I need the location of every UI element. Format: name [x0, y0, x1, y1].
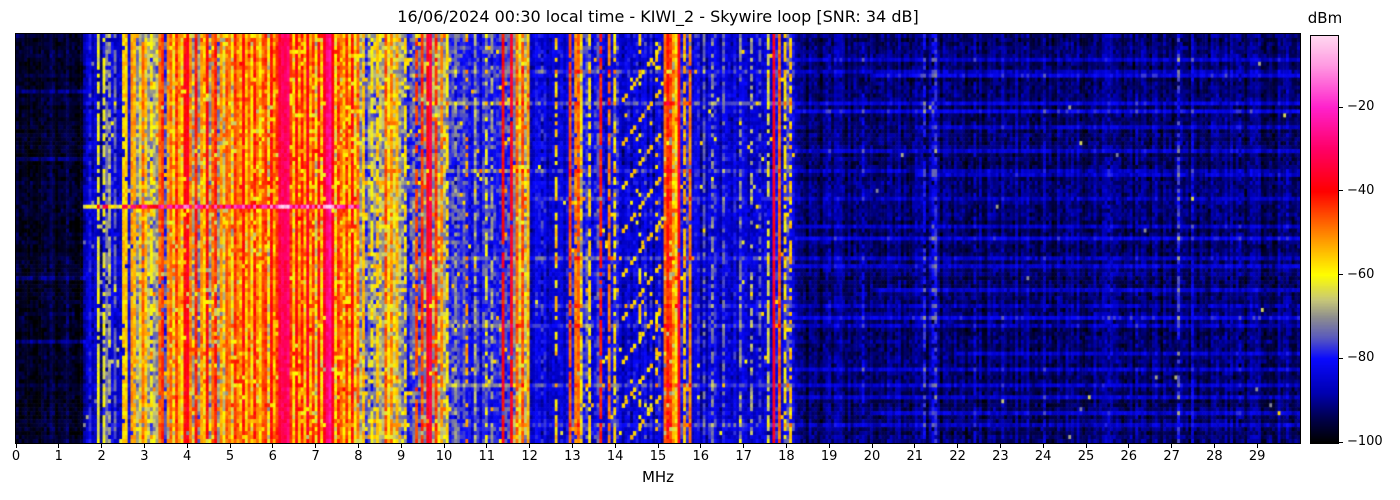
- colorbar-tick-mark: [1339, 441, 1343, 443]
- chart-title: 16/06/2024 00:30 local time - KIWI_2 - S…: [397, 7, 919, 26]
- x-tick-label: 12: [521, 449, 538, 464]
- x-tick-label: 0: [11, 449, 21, 464]
- x-tick-mark: [743, 444, 745, 448]
- colorbar-tick-mark: [1339, 274, 1343, 276]
- x-tick-label: 4: [183, 449, 192, 464]
- plot-area: [15, 33, 1301, 444]
- x-tick-mark: [828, 444, 830, 448]
- x-tick-label: 25: [1077, 449, 1095, 464]
- x-tick-mark: [571, 444, 573, 448]
- colorbar: [1310, 35, 1339, 444]
- x-tick-label: 5: [225, 449, 235, 464]
- x-tick-label: 1: [54, 449, 63, 464]
- x-tick-label: 26: [1120, 449, 1138, 464]
- x-tick-label: 29: [1248, 449, 1266, 464]
- x-tick-label: 16: [692, 449, 710, 464]
- x-tick-mark: [871, 444, 873, 448]
- x-tick-mark: [657, 444, 659, 448]
- x-tick-label: 20: [863, 449, 881, 464]
- x-tick-mark: [143, 444, 145, 448]
- x-tick-mark: [957, 444, 959, 448]
- x-tick-mark: [229, 444, 231, 448]
- x-tick-mark: [443, 444, 445, 448]
- x-tick-mark: [357, 444, 359, 448]
- x-tick-mark: [999, 444, 1001, 448]
- x-tick-label: 22: [949, 449, 966, 464]
- x-tick-mark: [914, 444, 916, 448]
- x-tick-mark: [400, 444, 402, 448]
- x-tick-label: 7: [311, 449, 320, 464]
- x-tick-mark: [1128, 444, 1130, 448]
- x-tick-mark: [529, 444, 531, 448]
- x-tick-label: 14: [606, 449, 624, 464]
- spectrogram-canvas: [16, 34, 1300, 443]
- colorbar-label: dBm: [1307, 9, 1343, 27]
- colorbar-tick-label: −60: [1347, 266, 1375, 282]
- colorbar-tick-label: −40: [1347, 182, 1375, 198]
- x-tick-mark: [186, 444, 188, 448]
- colorbar-tick-label: −100: [1347, 434, 1383, 449]
- x-tick-label: 10: [435, 449, 453, 464]
- x-tick-label: 27: [1163, 449, 1180, 464]
- colorbar-canvas: [1311, 36, 1338, 443]
- x-tick-mark: [272, 444, 274, 448]
- x-tick-mark: [315, 444, 317, 448]
- x-tick-label: 18: [778, 449, 795, 464]
- x-tick-mark: [700, 444, 702, 448]
- x-tick-label: 11: [478, 449, 496, 464]
- x-tick-label: 28: [1206, 449, 1223, 464]
- colorbar-tick-label: −20: [1347, 99, 1375, 115]
- colorbar-tick-mark: [1339, 106, 1343, 108]
- x-tick-mark: [486, 444, 488, 448]
- colorbar-tick-mark: [1339, 190, 1343, 192]
- x-tick-label: 2: [97, 449, 106, 464]
- x-tick-mark: [1085, 444, 1087, 448]
- x-tick-label: 19: [820, 449, 838, 464]
- x-tick-mark: [1213, 444, 1215, 448]
- x-tick-label: 13: [564, 449, 581, 464]
- x-tick-label: 3: [140, 449, 149, 464]
- x-tick-label: 15: [649, 449, 667, 464]
- x-tick-mark: [1042, 444, 1044, 448]
- x-tick-mark: [785, 444, 787, 448]
- x-tick-label: 17: [735, 449, 752, 464]
- x-tick-mark: [101, 444, 103, 448]
- x-tick-mark: [15, 444, 17, 448]
- x-tick-label: 6: [268, 449, 277, 464]
- x-tick-mark: [1171, 444, 1173, 448]
- x-tick-label: 8: [354, 449, 363, 464]
- colorbar-tick-label: −80: [1347, 350, 1375, 366]
- x-axis-label: MHz: [641, 468, 675, 486]
- x-tick-mark: [614, 444, 616, 448]
- x-tick-label: 23: [992, 449, 1009, 464]
- colorbar-tick-mark: [1339, 357, 1343, 359]
- x-tick-label: 21: [906, 449, 924, 464]
- x-tick-mark: [1256, 444, 1258, 448]
- x-tick-label: 9: [397, 449, 406, 464]
- x-tick-label: 24: [1034, 449, 1052, 464]
- x-tick-mark: [58, 444, 60, 448]
